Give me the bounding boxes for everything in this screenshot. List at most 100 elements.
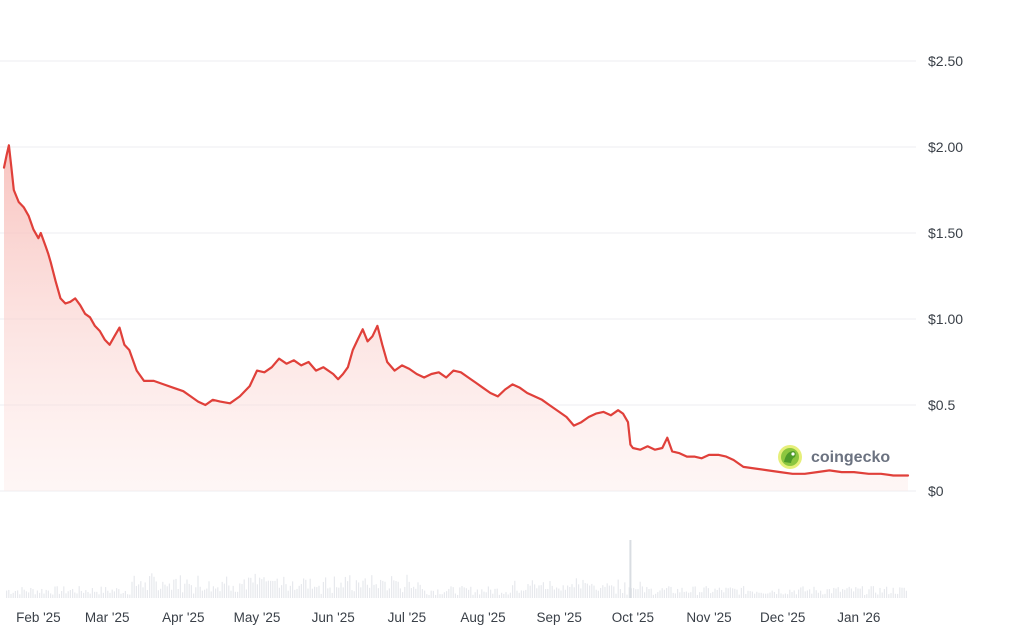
volume-bar [410, 588, 412, 598]
volume-bar [696, 594, 698, 598]
volume-bar [679, 592, 681, 598]
volume-bar [776, 594, 778, 598]
volume-bar [32, 589, 34, 598]
volume-bar [545, 589, 547, 598]
volume-bar [864, 594, 866, 598]
y-tick-label: $2.00 [928, 139, 963, 155]
volume-bar [789, 589, 791, 598]
volume-bar [534, 584, 536, 598]
volume-bar [853, 591, 855, 598]
volume-bar [331, 592, 333, 598]
volume-bar [787, 594, 789, 598]
volume-bar [373, 584, 375, 598]
volume-bar [87, 592, 89, 598]
volume-bar [28, 592, 30, 598]
volume-bar [551, 585, 553, 598]
volume-bar [773, 591, 775, 598]
volume-bar [294, 589, 296, 598]
volume-bar [457, 594, 459, 598]
volume-bar [732, 588, 734, 598]
volume-bar [817, 592, 819, 598]
volume-bar [542, 582, 544, 598]
volume-bar [270, 580, 272, 598]
volume-bar [43, 593, 45, 598]
volume-bar [12, 592, 14, 598]
volume-bar [14, 591, 16, 598]
volume-bar [109, 592, 111, 598]
volume-bars [6, 540, 907, 598]
price-line-group [2, 144, 910, 477]
volume-bar [89, 593, 91, 598]
volume-bar [384, 581, 386, 598]
volume-bar [184, 583, 186, 598]
volume-bar [182, 592, 184, 598]
volume-bar [501, 592, 503, 598]
volume-bar [481, 589, 483, 598]
volume-bar [595, 589, 597, 598]
volume-bar [439, 594, 441, 598]
volume-bar [663, 589, 665, 598]
volume-bar [342, 587, 344, 598]
volume-bar [340, 582, 342, 598]
volume-bar [897, 593, 899, 598]
volume-bar [78, 586, 80, 598]
volume-bar [419, 584, 421, 598]
volume-bar [399, 588, 401, 598]
volume-bar [531, 580, 533, 598]
volume-bar [41, 588, 43, 598]
volume-bar [657, 592, 659, 598]
volume-bar [309, 578, 311, 598]
volume-bar [307, 588, 309, 598]
volume-bar [386, 590, 388, 598]
volume-bar [602, 585, 604, 598]
volume-bar [406, 574, 408, 598]
volume-bar [529, 585, 531, 598]
x-tick-label: Mar '25 [85, 610, 130, 625]
volume-bar [54, 586, 56, 598]
volume-bar [118, 589, 120, 598]
volume-bar [494, 588, 496, 598]
price-line [2, 144, 910, 477]
volume-bar [454, 593, 456, 598]
volume-bar [388, 588, 390, 598]
volume-bar [69, 590, 71, 598]
volume-bar [276, 578, 278, 598]
volume-bar [505, 592, 507, 598]
volume-bar [846, 588, 848, 598]
volume-bar [435, 594, 437, 598]
volume-bar [228, 585, 230, 598]
volume-bar [866, 594, 868, 598]
volume-bar [177, 589, 179, 598]
volume-bar [573, 587, 575, 598]
volume-bar [256, 584, 258, 598]
volume-bar [626, 594, 628, 598]
volume-bar [894, 593, 896, 598]
volume-bar [261, 579, 263, 598]
volume-bar [327, 588, 329, 598]
volume-bar [751, 591, 753, 598]
volume-bar [461, 586, 463, 598]
volume-bar [710, 593, 712, 598]
volume-bar [622, 593, 624, 598]
volume-bar [120, 593, 122, 598]
volume-bar [208, 581, 210, 598]
volume-bar [278, 587, 280, 598]
volume-bar [146, 590, 148, 598]
volume-bar [168, 583, 170, 598]
volume-bar [661, 588, 663, 598]
volume-bar [589, 585, 591, 598]
volume-bar [248, 577, 250, 598]
volume-bar [353, 591, 355, 598]
volume-bar [298, 585, 300, 598]
volume-bar [127, 594, 129, 598]
volume-bar [507, 594, 509, 598]
volume-bar [881, 592, 883, 598]
volume-bar [50, 593, 52, 598]
volume-bar [802, 586, 804, 598]
volume-bar [193, 593, 195, 598]
volume-bar [765, 593, 767, 598]
volume-bar [426, 594, 428, 598]
volume-bar [793, 590, 795, 598]
volume-bar [637, 589, 639, 598]
volume-bar [197, 575, 199, 598]
